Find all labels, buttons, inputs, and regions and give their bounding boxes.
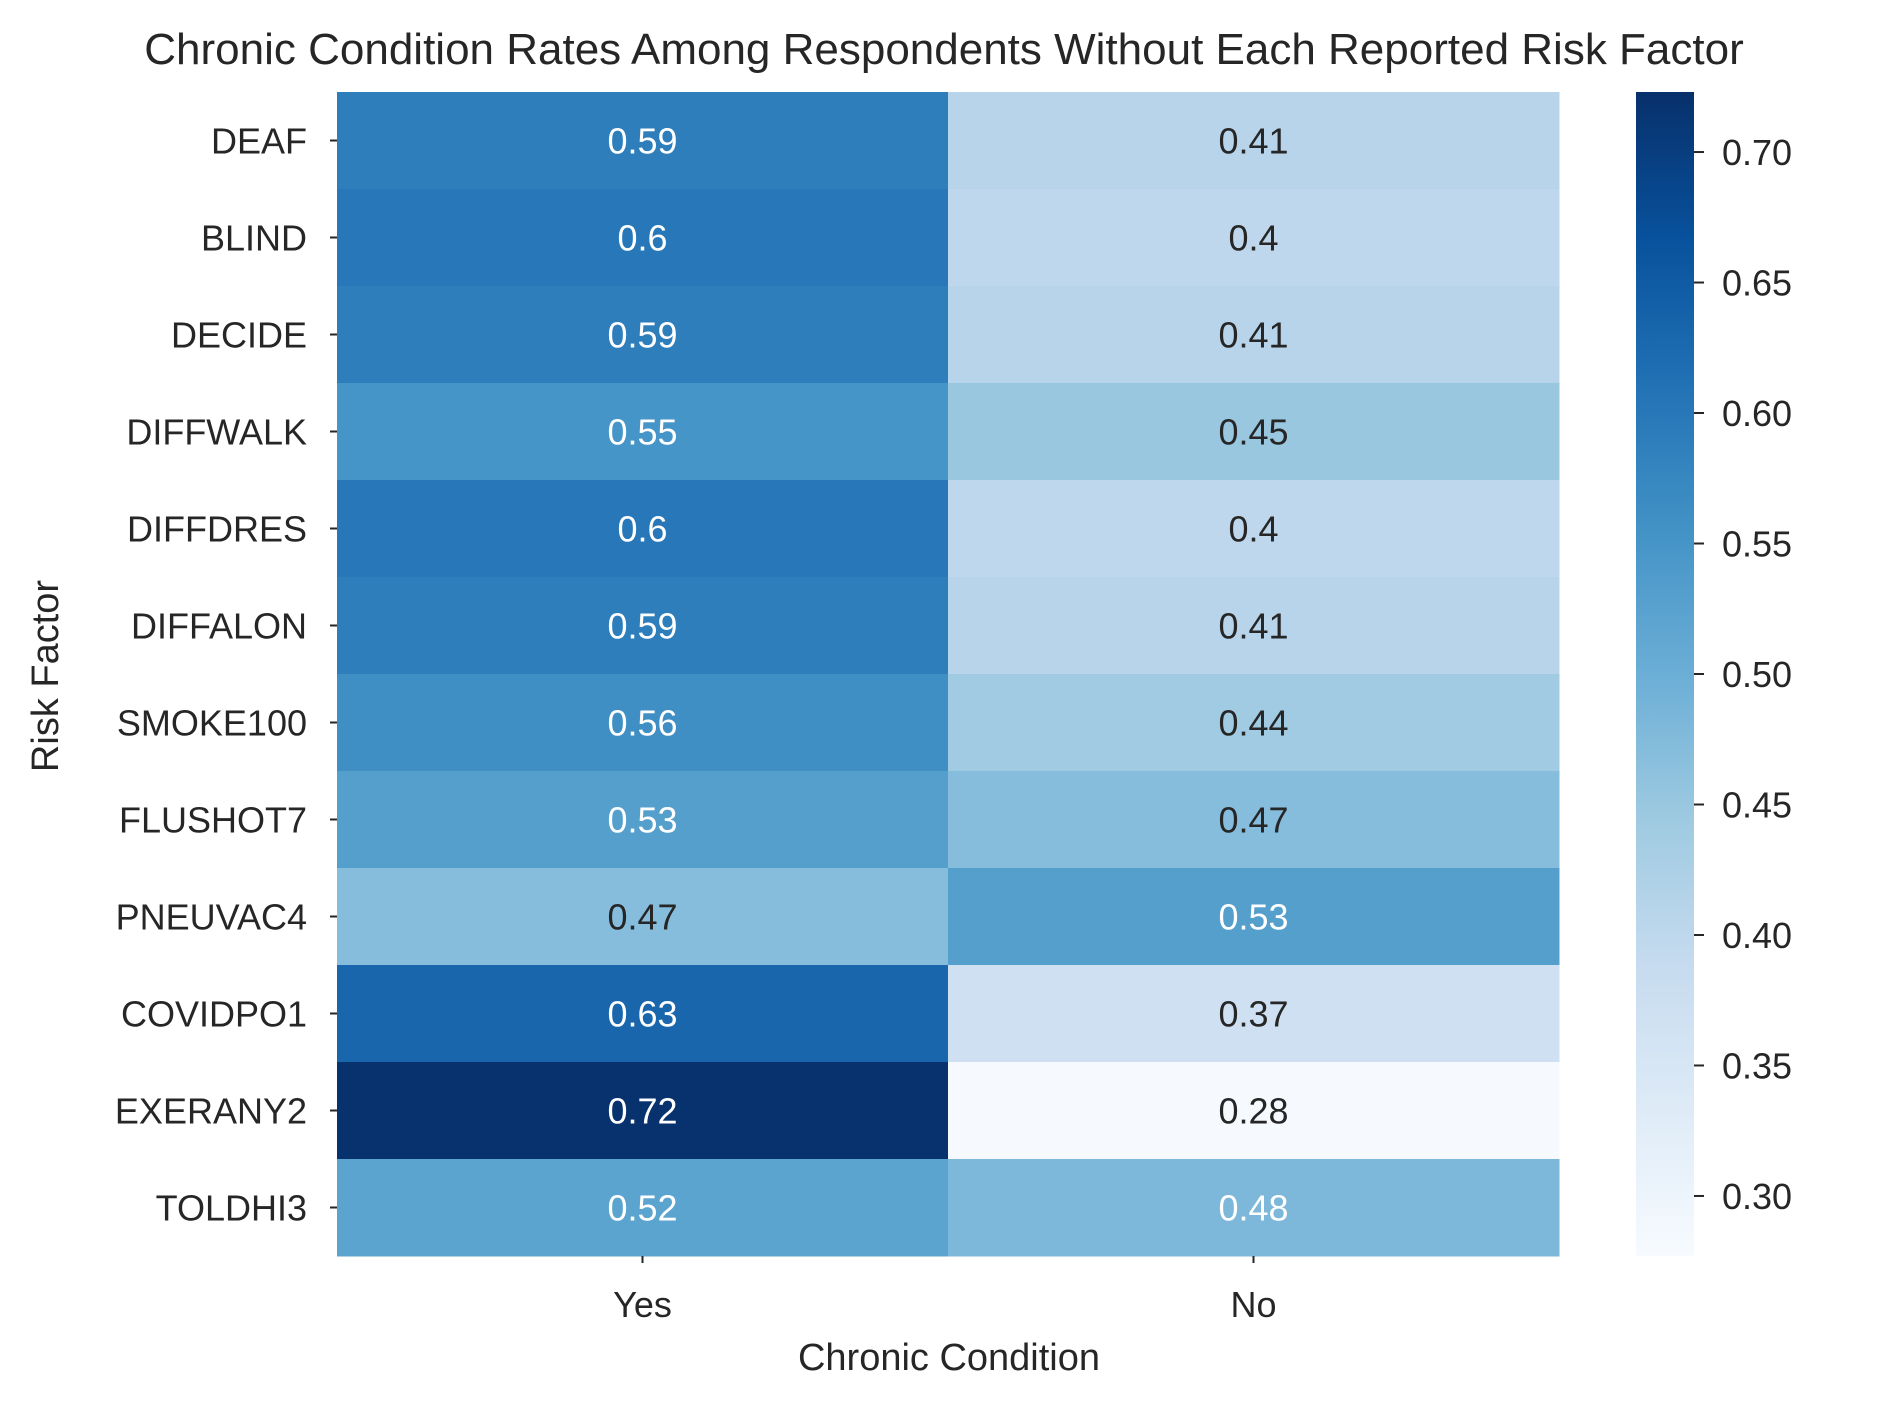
row-tick-label: PNEUVAC4 [116, 897, 307, 938]
heatmap-cell-deaf-no [948, 92, 1560, 190]
cell-value-label: 0.56 [607, 703, 677, 744]
colorbar [1636, 92, 1694, 1256]
heatmap-cells [337, 92, 1560, 1257]
column-tick-label: Yes [613, 1284, 672, 1325]
cell-value-label: 0.63 [607, 994, 677, 1035]
heatmap-cell-flushot7-yes [337, 771, 949, 869]
cell-value-label: 0.4 [1228, 509, 1278, 550]
cell-value-label: 0.44 [1218, 703, 1288, 744]
heatmap-cell-covidpo1-yes [337, 965, 949, 1063]
heatmap-cell-covidpo1-no [948, 965, 1560, 1063]
cell-value-label: 0.28 [1218, 1091, 1288, 1132]
cell-value-label: 0.41 [1218, 121, 1288, 162]
heatmap-cell-smoke100-no [948, 674, 1560, 772]
cell-value-label: 0.45 [1218, 412, 1288, 453]
colorbar-tick-label: 0.60 [1722, 393, 1792, 434]
heatmap-cell-diffwalk-no [948, 383, 1560, 481]
colorbar-ticks: 0.30 0.35 0.40 0.45 0.50 0.55 0.60 0.65 0.70 [1694, 132, 1792, 1217]
row-tick-label: DIFFDRES [127, 509, 307, 550]
heatmap-cell-diffwalk-yes [337, 383, 949, 481]
row-tick-label: DIFFALON [131, 606, 307, 647]
cell-value-label: 0.41 [1218, 606, 1288, 647]
colorbar-tick-label: 0.70 [1722, 132, 1792, 173]
cell-value-label: 0.37 [1218, 994, 1288, 1035]
heatmap-cell-exerany2-no [948, 1062, 1560, 1160]
heatmap-cell-labels: 0.59 0.41 0.6 0.4 0.59 0.41 0.55 0.45 0.6 0.4 0.59… [607, 121, 1288, 1229]
row-tick-label: COVIDPO1 [121, 994, 307, 1035]
cell-value-label: 0.47 [1218, 800, 1288, 841]
heatmap-cell-exerany2-yes [337, 1062, 949, 1160]
chart-title: Chronic Condition Rates Among Respondent… [144, 25, 1743, 74]
cell-value-label: 0.55 [607, 412, 677, 453]
cell-value-label: 0.48 [1218, 1188, 1288, 1229]
cell-value-label: 0.53 [607, 800, 677, 841]
heatmap-cell-blind-no [948, 189, 1560, 287]
cell-value-label: 0.59 [607, 606, 677, 647]
colorbar-tick-label: 0.30 [1722, 1176, 1792, 1217]
row-tick-label: EXERANY2 [115, 1091, 307, 1132]
y-axis-label: Risk Factor [25, 580, 67, 772]
heatmap-cell-decide-yes [337, 286, 949, 384]
cell-value-label: 0.6 [617, 218, 667, 259]
row-tick-label: BLIND [201, 218, 307, 259]
heatmap-cell-deaf-yes [337, 92, 949, 190]
heatmap-cell-pneuvac4-no [948, 868, 1560, 966]
colorbar-tick-label: 0.55 [1722, 524, 1792, 565]
cell-value-label: 0.41 [1218, 315, 1288, 356]
heatmap-cell-decide-no [948, 286, 1560, 384]
row-tick-label: DECIDE [171, 315, 307, 356]
cell-value-label: 0.59 [607, 315, 677, 356]
row-tick-label: DIFFWALK [126, 412, 307, 453]
colorbar-tick-label: 0.35 [1722, 1045, 1792, 1086]
heatmap-cell-blind-yes [337, 189, 949, 287]
cell-value-label: 0.59 [607, 121, 677, 162]
x-axis-label: Chronic Condition [798, 1337, 1100, 1379]
heatmap-cell-diffdres-yes [337, 480, 949, 578]
row-tick-label: DEAF [211, 121, 307, 162]
heatmap-cell-toldhi3-yes [337, 1159, 949, 1257]
heatmap-cell-flushot7-no [948, 771, 1560, 869]
heatmap-cell-diffdres-no [948, 480, 1560, 578]
cell-value-label: 0.53 [1218, 897, 1288, 938]
heatmap-cell-toldhi3-no [948, 1159, 1560, 1257]
heatmap-cell-diffalon-no [948, 577, 1560, 675]
row-tick-labels: DEAF BLIND DECIDE DIFFWALK DIFFDRES DIFFALON S… [115, 121, 337, 1229]
colorbar-tick-label: 0.40 [1722, 915, 1792, 956]
cell-value-label: 0.47 [607, 897, 677, 938]
cell-value-label: 0.6 [617, 509, 667, 550]
cell-value-label: 0.72 [607, 1091, 677, 1132]
row-tick-label: FLUSHOT7 [119, 800, 307, 841]
heatmap-cell-diffalon-yes [337, 577, 949, 675]
column-tick-label: No [1230, 1284, 1276, 1325]
row-tick-label: SMOKE100 [117, 703, 307, 744]
heatmap-cell-smoke100-yes [337, 674, 949, 772]
colorbar-tick-label: 0.45 [1722, 784, 1792, 825]
colorbar-tick-label: 0.50 [1722, 654, 1792, 695]
colorbar-tick-label: 0.65 [1722, 263, 1792, 304]
row-tick-label: TOLDHI3 [156, 1188, 307, 1229]
heatmap-cell-pneuvac4-yes [337, 868, 949, 966]
cell-value-label: 0.52 [607, 1188, 677, 1229]
cell-value-label: 0.4 [1228, 218, 1278, 259]
column-tick-labels: Yes No [613, 1256, 1277, 1325]
